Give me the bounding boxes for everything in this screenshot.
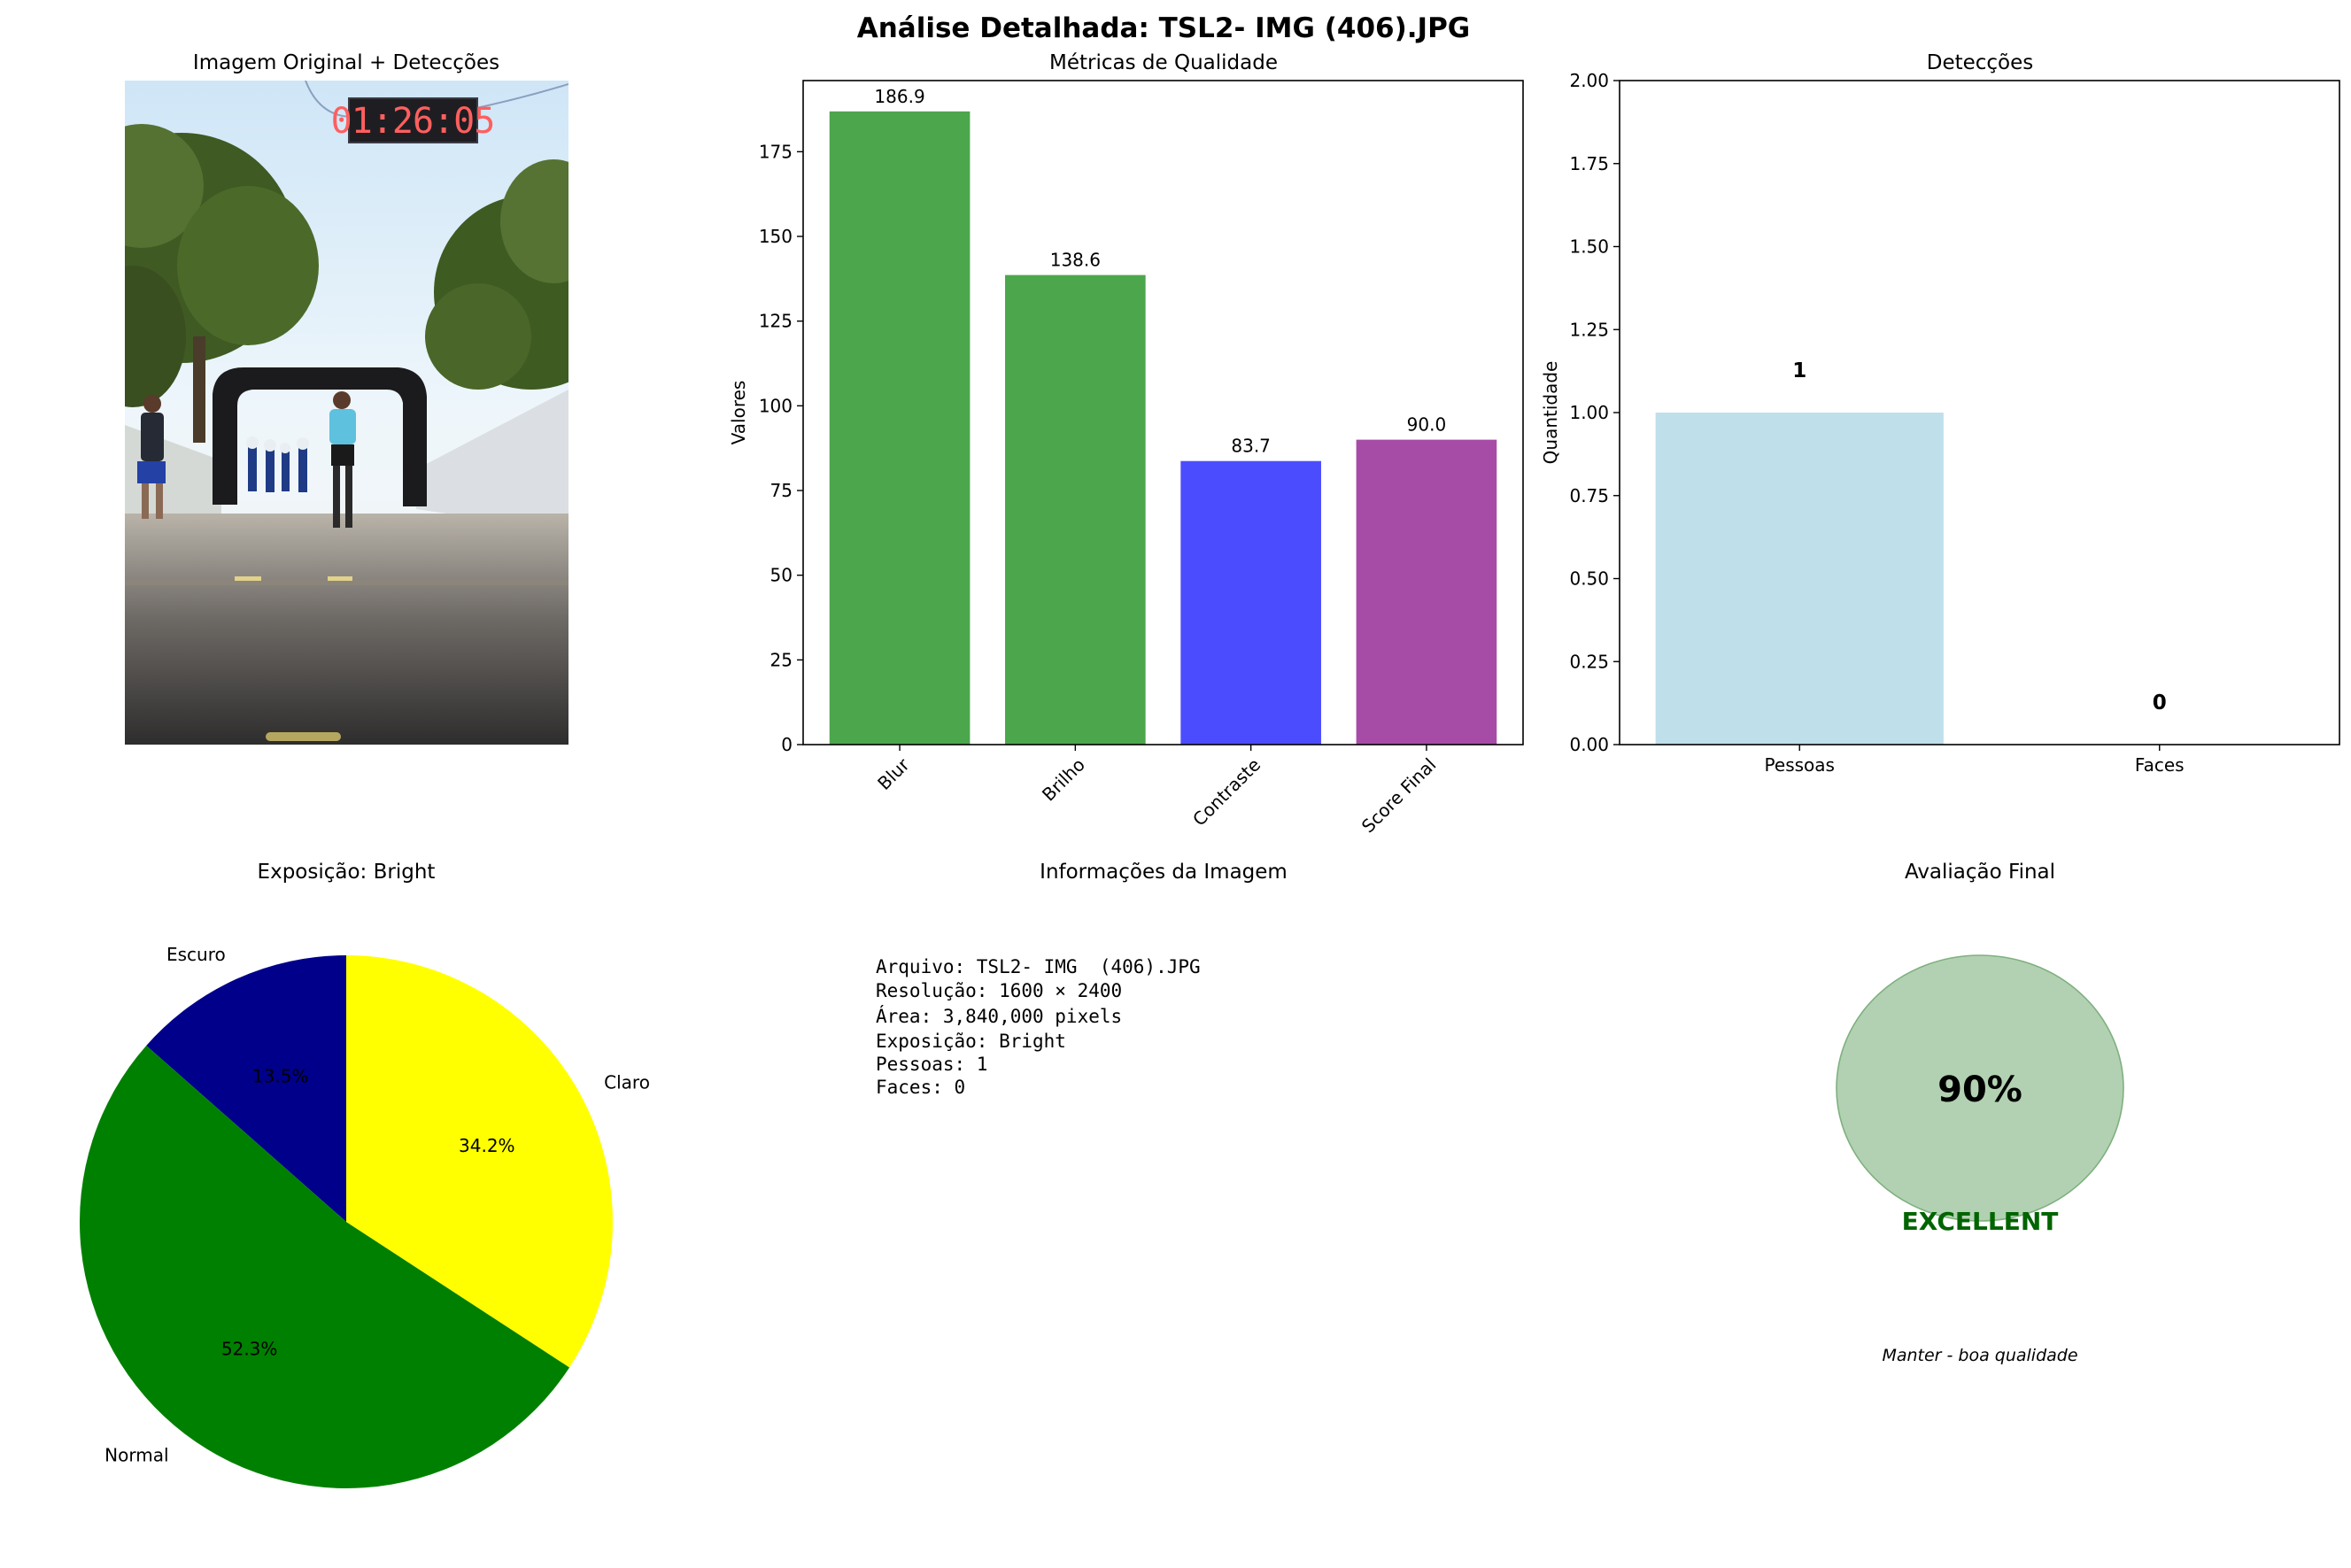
detections-ytick-label: 0.00 [1569,734,1609,755]
detections-value-label: 1 [1792,359,1806,382]
metrics-chart: Métricas de Qualidade Valores 0 25 50 75 100… [728,51,1524,838]
pie-slice-claro [346,955,613,1368]
detections-ytick-label: 0.75 [1569,485,1609,506]
metrics-bar [1005,274,1146,745]
metrics-ytick-label: 0 [781,734,793,755]
detections-ytick-label: 2.00 [1569,70,1609,91]
score-circle [1836,954,2124,1222]
metrics-xtick-label: Brilho [1038,754,1089,806]
metrics-ylabel: Valores [728,381,749,445]
metrics-axes-frame [802,80,1524,745]
metrics-ytick-label: 25 [770,649,793,670]
metrics-xtick-label: Score Final [1357,754,1441,838]
metrics-bar [1180,460,1321,745]
metrics-ytick-label: 100 [759,395,793,416]
info-line-faces: Faces: 0 [876,1077,965,1098]
info-line-people: Pessoas: 1 [876,1054,987,1075]
score-text: 90% [1937,1070,2022,1110]
detections-xtick-label: Pessoas [1765,754,1835,776]
detections-ytick-label: 0.25 [1569,651,1609,672]
metrics-value-label: 138.6 [1050,250,1101,271]
detections-ytick-label: 1.00 [1569,402,1609,423]
metrics-ytick-label: 50 [770,565,793,586]
info-panel: Informações da Imagem Arquivo: TSL2- IMG… [876,861,1288,1098]
detections-ylabel: Quantidade [1540,361,1561,465]
metrics-xtick-label: Blur [873,753,914,794]
rating-text: EXCELLENT [1902,1207,2059,1236]
info-line-file: Arquivo: TSL2- IMG (406).JPG [876,956,1201,977]
detections-bar [1655,413,1944,745]
pie-slice-escuro [146,955,346,1222]
pie-pct-label: 52.3% [221,1339,278,1360]
metrics-value-label: 83.7 [1231,436,1271,457]
detections-ytick-label: 0.50 [1569,568,1609,590]
metrics-value-label: 90.0 [1407,414,1447,436]
detections-chart: Detecções Quantidade 0.00 0.25 0.50 0.75 1.0… [1540,51,2340,776]
detections-axes-frame [1619,80,2340,745]
metrics-bar [1356,439,1497,745]
info-line-exposure: Exposição: Bright [876,1031,1066,1052]
detections-ytick-label: 1.50 [1569,236,1609,258]
detections-xtick-label: Faces [2135,754,2185,776]
metrics-title: Métricas de Qualidade [1049,51,1278,74]
photo-clock-text: 01:26:05 [331,101,495,142]
metrics-xtick-label: Contraste [1188,754,1264,830]
pie-category-label: Normal [104,1445,168,1466]
metrics-ytick-label: 150 [759,226,793,247]
final-panel: Avaliação Final 90% EXCELLENT Manter - b… [1836,861,2124,1365]
pie-pct-label: 13.5% [252,1065,309,1086]
detections-value-label: 0 [2153,691,2167,714]
exposure-pie-chart: Exposição: Bright 13.5% Escuro 52.3% Normal… [80,861,650,1488]
recommendation-text: Manter - boa qualidade [1882,1346,2077,1365]
metrics-ytick-label: 125 [759,311,793,332]
pie-pct-label: 34.2% [459,1135,515,1156]
photo-image: 01:26:05 [125,81,568,745]
metrics-ytick-label: 175 [759,141,793,162]
metrics-bar [829,111,971,745]
figure-title: Análise Detalhada: TSL2- IMG (406).JPG [857,12,1471,44]
photo-panel-title: Imagem Original + Detecções [193,51,499,74]
metrics-ytick-label: 75 [770,480,793,501]
detections-title: Detecções [1927,51,2034,74]
pie-category-label: Escuro [166,944,226,965]
info-line-resolution: Resolução: 1600 × 2400 [876,980,1122,1001]
info-title: Informações da Imagem [1040,861,1288,884]
exposure-title: Exposição: Bright [258,861,436,884]
detections-ytick-label: 1.75 [1569,153,1609,174]
detections-ytick-label: 1.25 [1569,319,1609,340]
info-line-area: Área: 3,840,000 pixels [876,1005,1122,1027]
metrics-value-label: 186.9 [874,86,924,107]
final-title: Avaliação Final [1905,861,2055,884]
pie-category-label: Claro [604,1071,650,1093]
pie-slice-normal [80,1045,570,1488]
